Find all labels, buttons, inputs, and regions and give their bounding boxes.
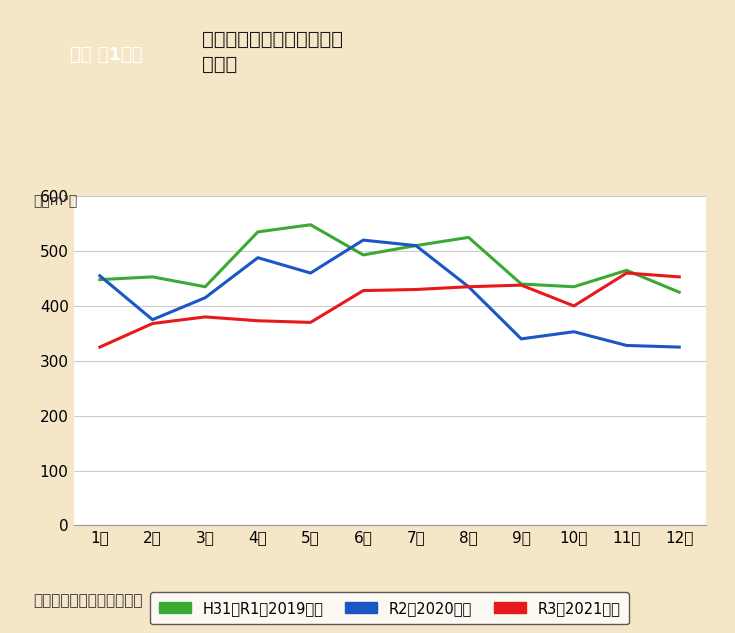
Text: 資料 爧1－１: 資料 爧1－１ [71, 46, 143, 65]
Legend: H31・R1（2019）年, R2（2020）年, R3（2021）年: H31・R1（2019）年, R2（2020）年, R3（2021）年 [150, 592, 629, 624]
Text: 資料：財務省「貿易統計」: 資料：財務省「貿易統計」 [33, 592, 143, 608]
Text: 我が国の製材品輸入量の月
別推移: 我が国の製材品輸入量の月 別推移 [202, 30, 343, 74]
Text: （千m³）: （千m³） [33, 193, 77, 207]
